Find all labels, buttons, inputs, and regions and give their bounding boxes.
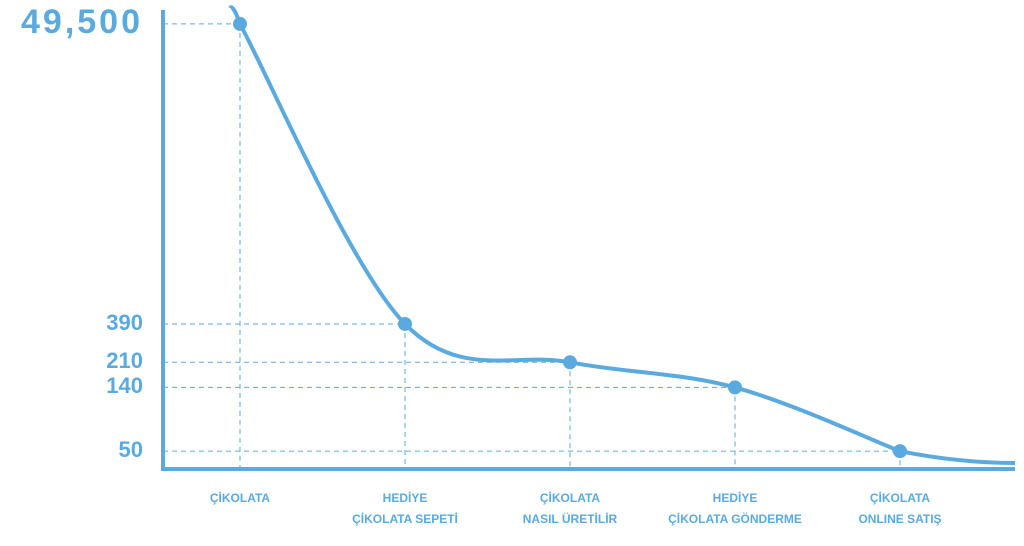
point <box>893 444 907 459</box>
x-tick-label: HEDİYE ÇİKOLATA GÖNDERME <box>668 491 802 526</box>
point <box>233 16 247 31</box>
y-tick-label: 140 <box>106 373 143 398</box>
y-tick-label: 210 <box>106 348 143 373</box>
y-tick-label: 49,500 <box>21 3 143 41</box>
point <box>398 316 412 331</box>
curve-tail <box>899 449 1016 465</box>
x-tick-label: HEDİYE ÇİKOLATA SEPETİ <box>352 491 458 526</box>
point <box>728 380 742 395</box>
line <box>238 22 901 454</box>
y-tick-label: 50 <box>119 437 143 462</box>
x-tick-label: ÇİKOLATA <box>209 491 271 505</box>
x-tick-label: ÇİKOLATA NASIL ÜRETİLİR <box>522 491 618 526</box>
y-tick-label: 390 <box>106 310 143 335</box>
x-tick-label: ÇİKOLATA ONLINE SATIŞ <box>858 491 942 526</box>
point <box>563 355 577 370</box>
